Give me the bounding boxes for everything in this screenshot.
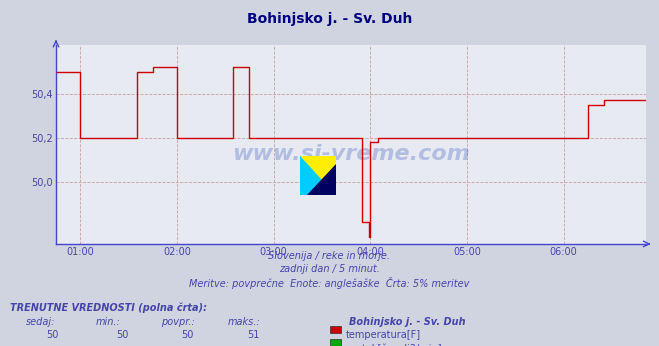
Text: maks.:: maks.:	[227, 317, 260, 327]
Text: TRENUTNE VREDNOSTI (polna črta):: TRENUTNE VREDNOSTI (polna črta):	[10, 303, 207, 313]
Text: Slovenija / reke in morje.: Slovenija / reke in morje.	[268, 251, 391, 261]
Text: www.si-vreme.com: www.si-vreme.com	[232, 144, 470, 164]
Text: pretok[čevelj3/min]: pretok[čevelj3/min]	[346, 344, 442, 346]
Text: Bohinjsko j. - Sv. Duh: Bohinjsko j. - Sv. Duh	[247, 12, 412, 26]
Text: zadnji dan / 5 minut.: zadnji dan / 5 minut.	[279, 264, 380, 274]
Polygon shape	[300, 156, 336, 195]
Text: Meritve: povprečne  Enote: anglešaške  Črta: 5% meritev: Meritve: povprečne Enote: anglešaške Črt…	[189, 277, 470, 289]
Text: min.:: min.:	[96, 317, 121, 327]
Polygon shape	[307, 164, 336, 195]
Text: -nan: -nan	[243, 344, 265, 346]
Text: sedaj:: sedaj:	[26, 317, 56, 327]
Text: 50: 50	[116, 330, 128, 340]
Text: -nan: -nan	[42, 344, 64, 346]
Text: temperatura[F]: temperatura[F]	[346, 330, 421, 340]
Text: 50: 50	[182, 330, 194, 340]
Text: 51: 51	[248, 330, 260, 340]
Text: povpr.:: povpr.:	[161, 317, 195, 327]
Polygon shape	[300, 156, 336, 195]
Text: 50: 50	[47, 330, 59, 340]
Text: Bohinjsko j. - Sv. Duh: Bohinjsko j. - Sv. Duh	[349, 317, 466, 327]
Text: -nan: -nan	[177, 344, 199, 346]
Text: -nan: -nan	[111, 344, 133, 346]
